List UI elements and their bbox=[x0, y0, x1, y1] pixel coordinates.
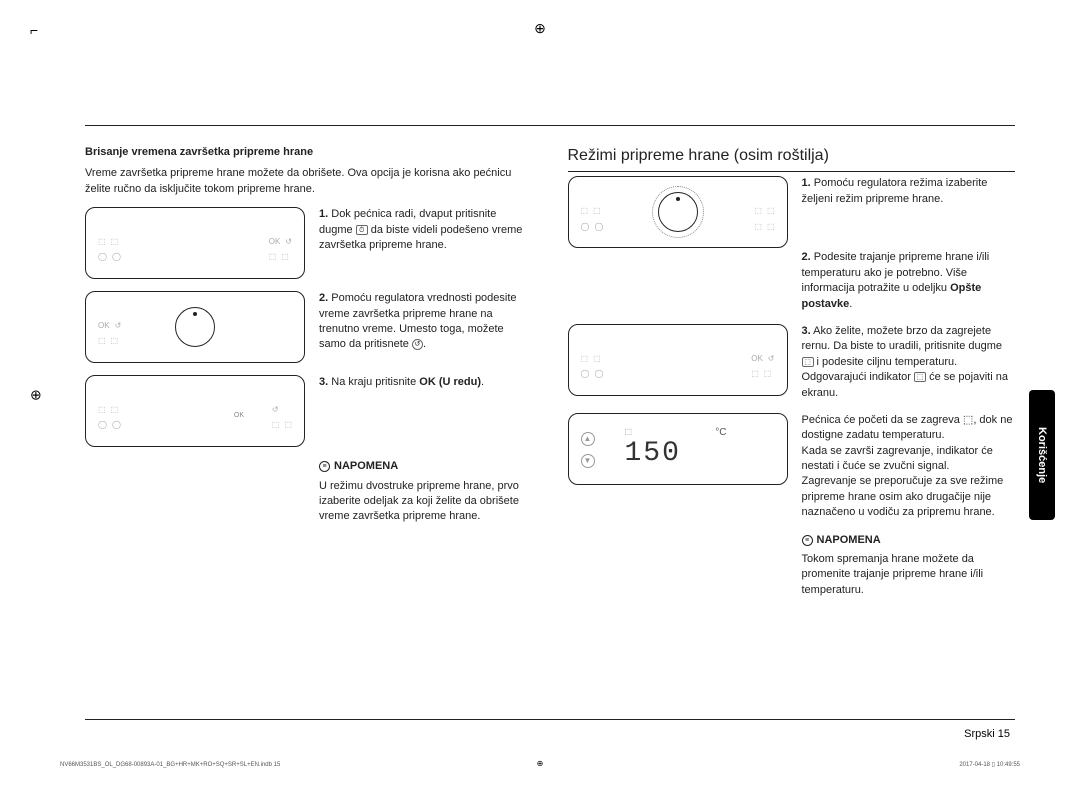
control-panel-1: ⬚⬚◯◯ OK↺⬚⬚ bbox=[85, 207, 305, 279]
rstep3-text: 3. Ako želite, možete brzo da zagrejete … bbox=[802, 324, 1016, 401]
rule-top bbox=[85, 125, 1015, 126]
left-step-2: OK↺⬚⬚ 2. Pomoću regulatora vrednosti pod… bbox=[85, 291, 533, 363]
note-heading: ≡ NAPOMENA bbox=[319, 459, 533, 474]
step-bold: OK (U redu) bbox=[419, 376, 481, 388]
heat-indicator-icon: ⬚ bbox=[914, 372, 926, 382]
step-text-b: . bbox=[481, 376, 484, 388]
step-num: 3. bbox=[319, 376, 328, 388]
control-panel-3: ⬚⬚◯◯ OK ↺⬚⬚ bbox=[85, 375, 305, 447]
step-num: 2. bbox=[319, 292, 328, 304]
left-step-1: ⬚⬚◯◯ OK↺⬚⬚ 1. Dok pećnica radi, dvaput p… bbox=[85, 207, 533, 279]
step3-text: 3. Na kraju pritisnite OK (U redu). bbox=[319, 375, 533, 390]
ok-label: OK bbox=[234, 411, 244, 421]
note-icon: ≡ bbox=[802, 535, 813, 546]
note-body: U režimu dvostruke pripreme hrane, prvo … bbox=[319, 479, 533, 525]
control-panel-2: OK↺⬚⬚ bbox=[85, 291, 305, 363]
side-tab: Korišćenje bbox=[1029, 390, 1055, 520]
step-num: 3. bbox=[802, 325, 811, 337]
rstep2-text: 2. Podesite trajanje pripreme hrane i/il… bbox=[802, 250, 1016, 312]
step-num: 1. bbox=[802, 177, 811, 189]
note-label: NAPOMENA bbox=[334, 459, 398, 474]
control-panel-r2: ⬚⬚◯◯ OK↺⬚⬚ bbox=[568, 324, 788, 396]
right-step-3: ⬚⬚◯◯ OK↺⬚⬚ 3. Ako želite, možete brzo da… bbox=[568, 324, 1016, 401]
footer-lang-page: Srpski 15 bbox=[964, 728, 1010, 740]
left-step-3: ⬚⬚◯◯ OK ↺⬚⬚ 3. Na kraju pritisnite OK (U… bbox=[85, 375, 533, 447]
right-para-row: ▲▼ ⬚ 150 °C Pećnica će početi da se zagr… bbox=[568, 413, 1016, 521]
left-subheading: Brisanje vremena završetka pripreme hran… bbox=[85, 145, 533, 160]
left-intro: Vreme završetka pripreme hrane možete da… bbox=[85, 166, 533, 197]
step-text: Pomoću regulatora režima izaberite želje… bbox=[802, 177, 988, 204]
rule-bottom bbox=[85, 719, 1015, 720]
left-column: Brisanje vremena završetka pripreme hran… bbox=[85, 145, 533, 598]
right-column: Režimi pripreme hrane (osim roštilja) ⬚⬚… bbox=[568, 145, 1016, 598]
step1-text: 1. Dok pećnica radi, dvaput pritisnite d… bbox=[319, 207, 533, 253]
note-icon: ≡ bbox=[319, 461, 330, 472]
note-label-r: NAPOMENA bbox=[817, 533, 881, 548]
note-heading-r: ≡ NAPOMENA bbox=[802, 533, 1016, 548]
right-heading: Režimi pripreme hrane (osim roštilja) bbox=[568, 145, 1016, 172]
step-text-b: . bbox=[423, 338, 426, 350]
updown-icons: ▲▼ bbox=[581, 432, 595, 468]
step-num: 2. bbox=[802, 251, 811, 263]
right-step-2: 2. Podesite trajanje pripreme hrane i/il… bbox=[568, 260, 1016, 312]
control-panel-r1: ⬚⬚◯◯ ⬚⬚⬚⬚ bbox=[568, 176, 788, 248]
footer-date: 2017-04-18 ▯ 10:49:55 bbox=[959, 761, 1020, 768]
step-text-a: Na kraju pritisnite bbox=[331, 376, 419, 388]
step-text-b: . bbox=[849, 298, 852, 310]
step-text-a: Ako želite, možete brzo da zagrejete rer… bbox=[802, 325, 1003, 352]
crop-mark-tl: ⌐ bbox=[30, 22, 38, 38]
right-para: Pećnica će početi da se zagreva ⬚, dok n… bbox=[802, 413, 1016, 521]
crop-mark-ml: ⊕ bbox=[30, 387, 42, 404]
back-icon: ↺ bbox=[412, 339, 423, 350]
value-dial bbox=[175, 307, 215, 347]
footer-center-mark: ⊕ bbox=[537, 759, 544, 768]
digital-display: 150 bbox=[625, 434, 681, 473]
control-panel-r3: ▲▼ ⬚ 150 °C bbox=[568, 413, 788, 485]
right-note: ≡ NAPOMENA Tokom spremanja hrane možete … bbox=[802, 533, 1016, 599]
step2-text: 2. Pomoću regulatora vrednosti podesite … bbox=[319, 291, 533, 353]
content-columns: Brisanje vremena završetka pripreme hran… bbox=[85, 145, 1015, 598]
rstep1-text: 1. Pomoću regulatora režima izaberite že… bbox=[802, 176, 1016, 207]
step-num: 1. bbox=[319, 208, 328, 220]
footer-file: NV66M3531BS_OL_DG68-00893A-01_BG+HR+MK+R… bbox=[60, 762, 280, 768]
crop-mark-tc: ⊕ bbox=[534, 20, 546, 37]
digital-unit: °C bbox=[715, 426, 726, 440]
right-step-1: ⬚⬚◯◯ ⬚⬚⬚⬚ 1. Pomoću regulatora režima iz… bbox=[568, 176, 1016, 248]
left-note: ≡ NAPOMENA U režimu dvostruke pripreme h… bbox=[319, 459, 533, 525]
clock-icon: ⏱ bbox=[356, 225, 368, 235]
note-body-r: Tokom spremanja hrane možete da promenit… bbox=[802, 552, 1016, 598]
side-tab-label: Korišćenje bbox=[1036, 427, 1048, 483]
manual-page: ⌐ ⊕ ⊕ ⊕ Brisanje vremena završetka pripr… bbox=[0, 0, 1080, 790]
heat-icon: ⬚ bbox=[802, 357, 814, 367]
mode-dial bbox=[658, 192, 698, 232]
